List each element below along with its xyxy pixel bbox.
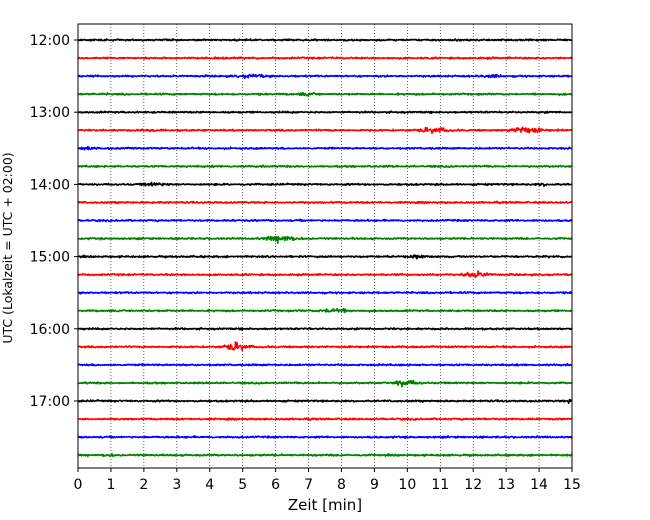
y-axis: 12:00 13:00 14:00 15:00 16:00 17:00 [30,33,78,410]
x-tick-label-1: 1 [106,477,115,493]
x-axis: 0 1 2 3 4 5 6 7 8 9 10 11 12 13 14 15 [74,468,581,493]
x-tick-label-5: 5 [238,477,247,493]
y-axis-label: UTC (Lokalzeit = UTC + 02:00) [0,152,15,343]
trace-1645 [77,379,573,388]
x-axis-label: Zeit [min] [288,496,362,514]
trace-1730 [77,435,573,440]
x-tick-label-0: 0 [74,477,83,493]
trace-1600 [77,326,573,331]
x-tick-label-9: 9 [370,477,379,493]
grid-lines [110,24,540,468]
y-tick-label-1500: 15:00 [30,250,70,266]
trace-1230 [77,73,573,79]
y-tick-label-1600: 16:00 [30,322,70,338]
trace-1400 [77,181,573,188]
x-tick-label-11: 11 [431,477,449,493]
trace-group [77,38,573,458]
trace-1300 [77,110,573,115]
trace-1330 [77,145,573,151]
y-tick-label-1700: 17:00 [30,394,70,410]
trace-1245 [77,91,573,97]
x-tick-label-2: 2 [139,477,148,493]
trace-1345 [77,164,573,169]
trace-1545 [77,307,573,314]
x-tick-label-7: 7 [304,477,313,493]
trace-1715 [77,417,573,422]
x-tick-label-15: 15 [563,477,581,493]
x-tick-label-6: 6 [271,477,280,493]
x-tick-label-10: 10 [398,477,416,493]
y-tick-label-1200: 12:00 [30,33,70,49]
trace-1700 [77,398,573,404]
x-tick-label-4: 4 [205,477,214,493]
trace-1630 [77,363,573,367]
trace-1745 [77,452,573,458]
trace-1445 [77,235,573,244]
plot-frame [77,23,573,469]
trace-1430 [77,218,573,223]
x-tick-label-13: 13 [497,477,515,493]
trace-1215 [77,56,573,61]
y-tick-label-1400: 14:00 [30,177,70,193]
x-tick-label-14: 14 [530,477,548,493]
trace-1615 [77,341,573,351]
x-tick-label-3: 3 [172,477,181,493]
trace-1515 [77,270,573,279]
trace-1200 [77,38,573,42]
y-tick-label-1300: 13:00 [30,105,70,121]
trace-1315 [77,126,573,135]
x-tick-label-8: 8 [337,477,346,493]
x-tick-label-12: 12 [464,477,482,493]
trace-1500 [77,254,573,260]
trace-1415 [77,200,573,205]
trace-1530 [77,290,573,295]
